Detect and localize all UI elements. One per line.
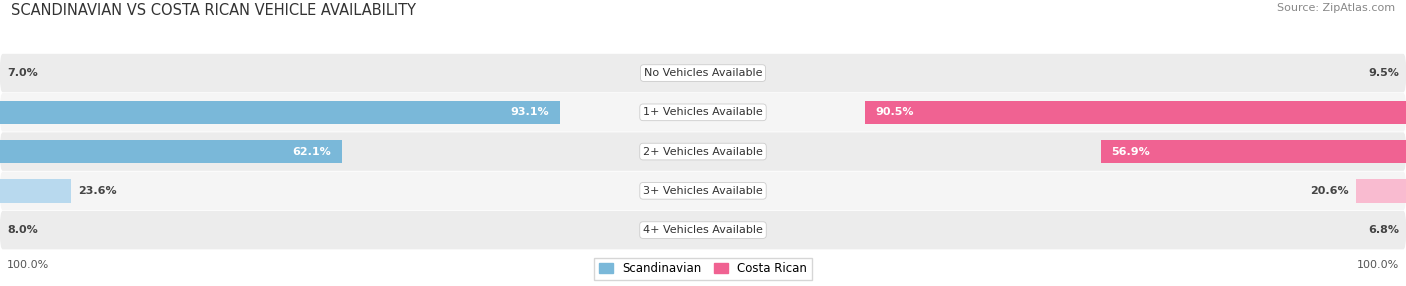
Text: Source: ZipAtlas.com: Source: ZipAtlas.com — [1277, 3, 1395, 13]
Text: 2+ Vehicles Available: 2+ Vehicles Available — [643, 147, 763, 156]
FancyBboxPatch shape — [0, 172, 1406, 210]
Text: 23.6%: 23.6% — [77, 186, 117, 196]
FancyBboxPatch shape — [0, 54, 1406, 92]
Bar — [0, 140, 342, 163]
FancyBboxPatch shape — [0, 93, 1406, 132]
Text: 93.1%: 93.1% — [510, 107, 548, 117]
Text: 8.0%: 8.0% — [7, 225, 38, 235]
FancyBboxPatch shape — [0, 211, 1406, 249]
Text: 1+ Vehicles Available: 1+ Vehicles Available — [643, 107, 763, 117]
Bar — [865, 101, 1406, 124]
Bar — [1355, 179, 1406, 202]
Text: No Vehicles Available: No Vehicles Available — [644, 68, 762, 78]
Legend: Scandinavian, Costa Rican: Scandinavian, Costa Rican — [595, 258, 811, 280]
Bar — [0, 179, 70, 202]
Text: 3+ Vehicles Available: 3+ Vehicles Available — [643, 186, 763, 196]
Text: 20.6%: 20.6% — [1310, 186, 1350, 196]
Text: 56.9%: 56.9% — [1111, 147, 1150, 156]
Text: 100.0%: 100.0% — [1357, 260, 1399, 270]
Text: 62.1%: 62.1% — [292, 147, 332, 156]
Text: SCANDINAVIAN VS COSTA RICAN VEHICLE AVAILABILITY: SCANDINAVIAN VS COSTA RICAN VEHICLE AVAI… — [11, 3, 416, 18]
Text: 6.8%: 6.8% — [1368, 225, 1399, 235]
Text: 7.0%: 7.0% — [7, 68, 38, 78]
Bar — [1101, 140, 1406, 163]
Text: 4+ Vehicles Available: 4+ Vehicles Available — [643, 225, 763, 235]
Text: 9.5%: 9.5% — [1368, 68, 1399, 78]
Text: 90.5%: 90.5% — [875, 107, 914, 117]
Text: 100.0%: 100.0% — [7, 260, 49, 270]
Bar — [0, 101, 560, 124]
FancyBboxPatch shape — [0, 132, 1406, 171]
